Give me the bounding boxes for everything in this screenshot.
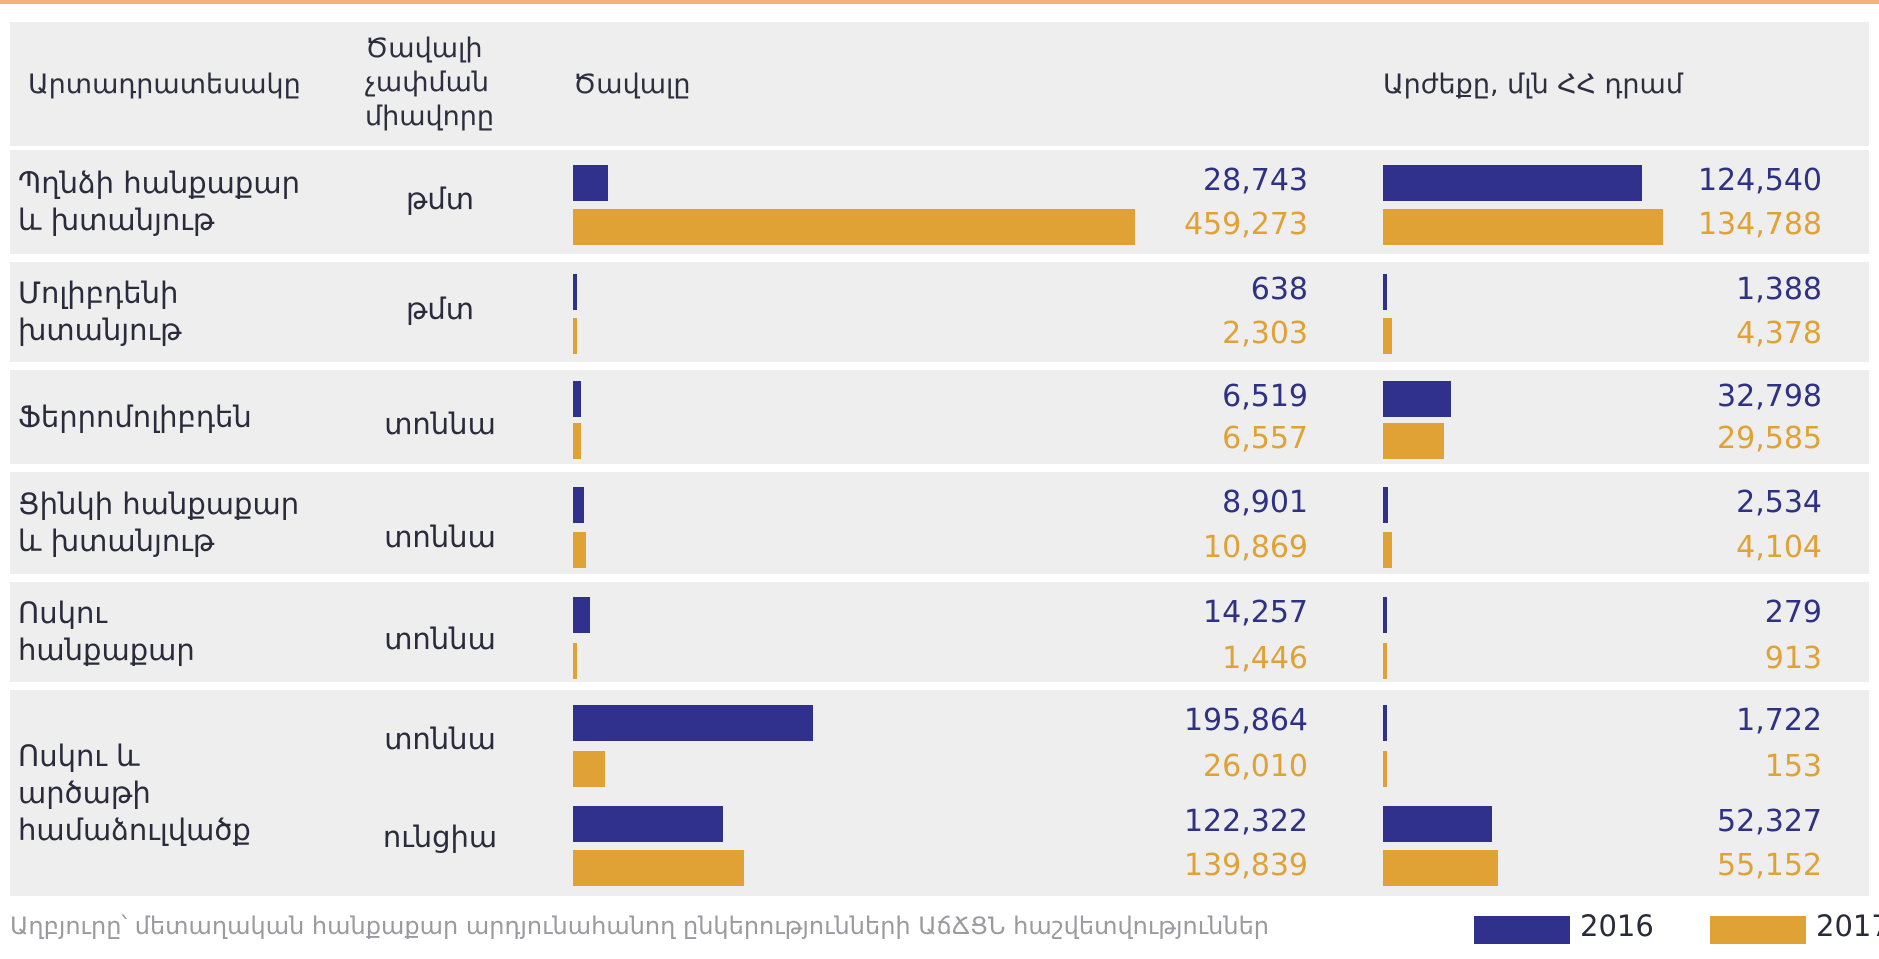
volume-label-2016: 122,322 [1183, 804, 1308, 839]
header-product: Արտադրատեսակը [28, 69, 301, 100]
category-label: Ֆերրոմոլիբդեն [18, 399, 252, 434]
category-label: Պղնձի հանքաքար և խտանյութ [18, 166, 300, 237]
value-bar-2016 [1383, 165, 1642, 201]
table-row [10, 262, 1869, 362]
value-bar-2017 [1383, 850, 1498, 886]
unit-label: տոննա [384, 407, 496, 441]
table-row [10, 690, 1869, 896]
volume-bar-2016 [573, 487, 584, 523]
value-label-2017: 29,585 [1717, 421, 1822, 456]
value-bar-2016 [1383, 705, 1387, 741]
table-row [10, 582, 1869, 682]
value-bar-2016 [1383, 487, 1389, 523]
legend-label-2016: 2016 [1580, 909, 1654, 943]
legend-swatch-2017 [1710, 916, 1806, 944]
unit-label: թմտ [405, 182, 475, 216]
volume-bar-2016 [573, 274, 577, 310]
volume-label-2016: 14,257 [1203, 595, 1308, 630]
category-label: Մոլիբդենի խտանյութ [18, 276, 182, 347]
value-label-2017: 913 [1764, 641, 1822, 676]
value-label-2017: 4,104 [1736, 530, 1822, 565]
value-label-2016: 279 [1764, 595, 1822, 630]
value-label-2016: 1,388 [1736, 272, 1822, 307]
value-label-2017: 134,788 [1697, 207, 1822, 242]
value-bar-2016 [1383, 806, 1492, 842]
volume-label-2016: 195,864 [1183, 703, 1308, 738]
value-bar-2016 [1383, 597, 1387, 633]
table-row [10, 370, 1869, 464]
value-label-2016: 32,798 [1717, 379, 1822, 414]
volume-label-2017: 1,446 [1222, 641, 1308, 676]
table-header: Արտադրատեսակը Ծավալի չափման միավորը Ծավա… [10, 22, 1869, 146]
volume-label-2017: 459,273 [1183, 207, 1308, 242]
value-bar-2017 [1383, 643, 1387, 679]
value-label-2017: 4,378 [1736, 316, 1822, 351]
source-note: Աղբյուրը՝ մետաղական հանքաքար արդյունահան… [10, 912, 1270, 940]
volume-bar-2016 [573, 705, 813, 741]
category-label: Ոսկու հանքաքար [18, 596, 195, 667]
category-label: Ոսկու և արծաթի համաձուլվածք [18, 738, 251, 847]
unit-label: ունցիա [382, 820, 498, 854]
value-label-2017: 153 [1764, 749, 1822, 784]
value-label-2016: 1,722 [1736, 703, 1822, 738]
value-bar-2017 [1383, 532, 1392, 568]
top-accent-line [0, 0, 1879, 4]
volume-label-2016: 6,519 [1222, 379, 1308, 414]
legend-swatch-2016 [1474, 916, 1570, 944]
volume-label-2017: 26,010 [1203, 749, 1308, 784]
header-unit: Ծավալի չափման միավորը [365, 33, 494, 132]
value-bar-2017 [1383, 751, 1387, 787]
volume-label-2017: 139,839 [1183, 848, 1308, 883]
volume-label-2016: 8,901 [1222, 485, 1308, 520]
volume-bar-2017 [573, 532, 587, 568]
volume-label-2017: 2,303 [1222, 316, 1308, 351]
value-bar-2016 [1383, 381, 1452, 417]
volume-label-2016: 638 [1250, 272, 1308, 307]
value-label-2016: 2,534 [1736, 485, 1822, 520]
volume-label-2017: 10,869 [1203, 530, 1308, 565]
value-bar-2017 [1383, 318, 1393, 354]
value-label-2016: 52,327 [1717, 804, 1822, 839]
volume-bar-2016 [573, 597, 591, 633]
volume-bar-2016 [573, 381, 581, 417]
unit-label: տոննա [384, 622, 496, 656]
unit-label: տոննա [384, 722, 496, 756]
volume-bar-2017 [573, 850, 745, 886]
header-volume: Ծավալը [573, 69, 691, 100]
volume-bar-2017 [573, 751, 605, 787]
volume-bar-2016 [573, 806, 723, 842]
legend-label-2017: 2017 [1816, 909, 1879, 943]
volume-bar-2017 [573, 318, 577, 354]
value-label-2016: 124,540 [1697, 163, 1822, 198]
unit-label: տոննա [384, 520, 496, 554]
volume-bar-2017 [573, 643, 577, 679]
value-bar-2016 [1383, 274, 1387, 310]
volume-bar-2016 [573, 165, 609, 201]
value-label-2017: 55,152 [1717, 848, 1822, 883]
value-bar-2017 [1383, 209, 1663, 245]
category-label: Ցինկի հանքաքար և խտանյութ [18, 487, 300, 558]
header-value: Արժեքը, մլն ՀՀ դրամ [1383, 69, 1683, 100]
volume-bar-2017 [573, 209, 1135, 245]
volume-label-2017: 6,557 [1222, 421, 1308, 456]
volume-bar-2017 [573, 423, 582, 459]
unit-label: թմտ [405, 292, 475, 326]
volume-label-2016: 28,743 [1203, 163, 1308, 198]
value-bar-2017 [1383, 423, 1445, 459]
table-row [10, 472, 1869, 574]
